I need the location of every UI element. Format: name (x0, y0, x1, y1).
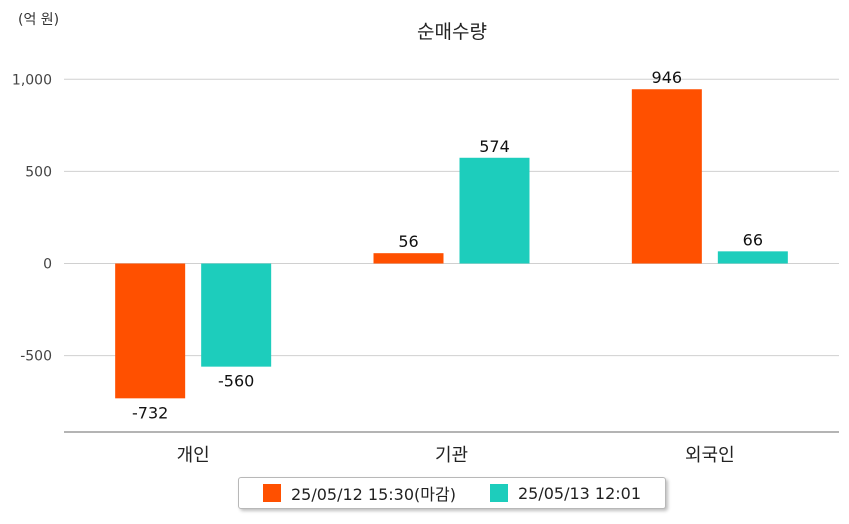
bar (631, 89, 702, 264)
y-axis-ticks: 1,000 500 0 -500 (12, 72, 52, 364)
bar (717, 251, 788, 264)
bar (201, 263, 272, 367)
data-labels: -732 -560 56 574 946 66 (132, 68, 763, 422)
bar (373, 253, 444, 264)
data-label: -560 (218, 372, 254, 391)
legend-item-series-2[interactable]: 25/05/13 12:01 (489, 483, 642, 503)
y-tick-label: 500 (25, 164, 52, 180)
data-label: 56 (398, 232, 418, 251)
bar (459, 157, 530, 264)
data-label: 946 (652, 68, 683, 87)
x-tick-label: 외국인 (685, 445, 735, 466)
x-axis-ticks: 개인 기관 외국인 (177, 445, 735, 466)
x-tick-label: 개인 (177, 445, 210, 466)
bar (115, 263, 186, 399)
chart-title: 순매수량 (417, 21, 487, 43)
legend-item-series-1[interactable]: 25/05/12 15:30(마감) (262, 481, 456, 505)
y-tick-label: 0 (43, 257, 52, 273)
data-label: -732 (132, 403, 168, 422)
gridlines (64, 78, 839, 357)
legend: 25/05/12 15:30(마감) 25/05/13 12:01 (238, 477, 666, 509)
data-label: 66 (743, 230, 763, 249)
unit-label: (억 원) (18, 12, 59, 28)
legend-label-series-2: 25/05/13 12:01 (517, 483, 642, 503)
legend-label-series-1: 25/05/12 15:30(마감) (290, 485, 456, 504)
y-tick-label: -500 (20, 349, 52, 365)
x-tick-label: 기관 (435, 445, 468, 466)
y-tick-label: 1,000 (12, 72, 52, 88)
legend-swatch-series-1 (262, 484, 281, 502)
legend-swatch-series-2 (489, 484, 508, 502)
bars (115, 89, 788, 399)
data-label: 574 (479, 137, 510, 156)
